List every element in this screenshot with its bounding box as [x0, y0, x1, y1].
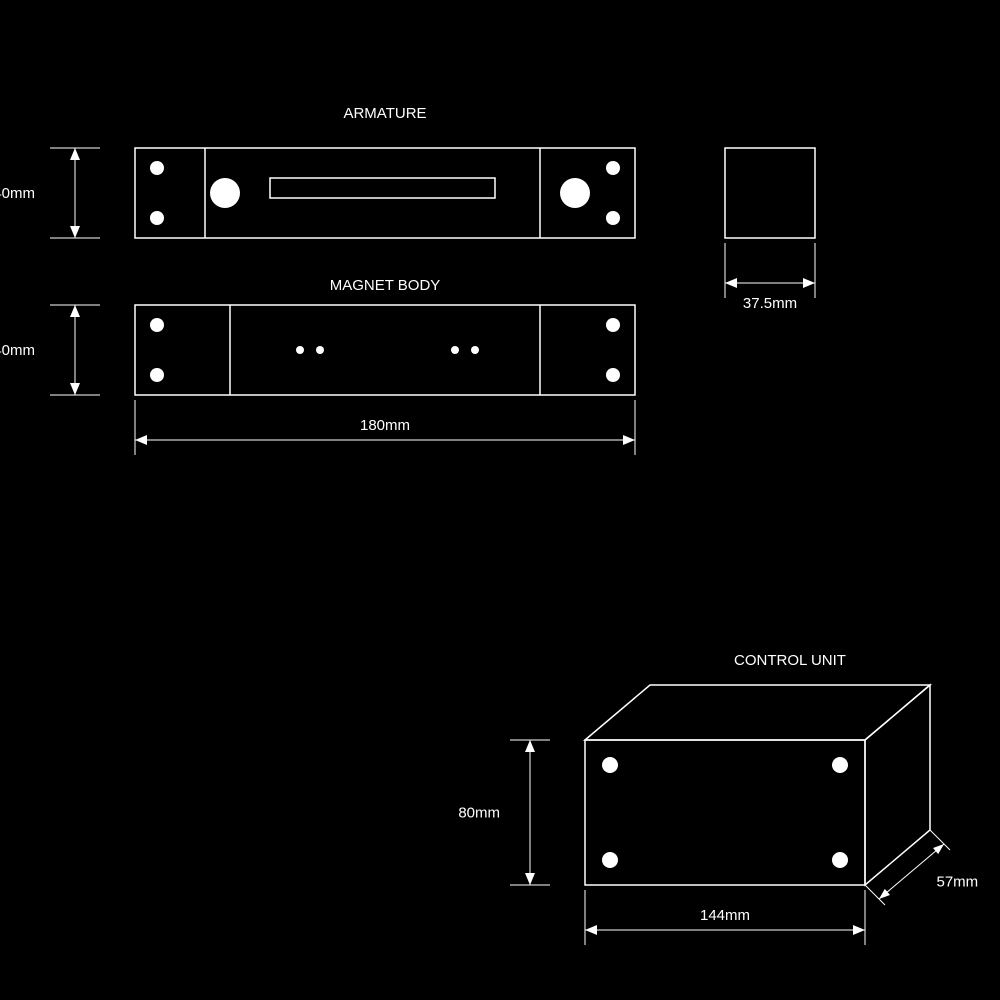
magnet-label: MAGNET BODY — [330, 277, 441, 294]
screw-hole — [606, 368, 620, 382]
screw-hole — [150, 318, 164, 332]
screw-hole — [150, 161, 164, 175]
pin-hole — [471, 346, 479, 354]
mounting-hole — [602, 757, 618, 773]
screw-hole — [606, 318, 620, 332]
control-depth-dim: 57mm — [937, 874, 979, 891]
control-height-dim: 80mm — [458, 805, 500, 822]
mounting-hole — [560, 178, 590, 208]
magnet-body — [135, 305, 635, 395]
magnet-width-dim: 180mm — [360, 417, 410, 434]
screw-hole — [150, 368, 164, 382]
armature-slot — [270, 178, 495, 198]
pin-hole — [296, 346, 304, 354]
control-unit-side — [865, 685, 930, 885]
mounting-hole — [210, 178, 240, 208]
control-unit-top — [585, 685, 930, 740]
mounting-hole — [832, 757, 848, 773]
technical-drawing: ARMATURE 40mm 37.5mm MAGNET BODY 40mm 180mm CO… — [0, 0, 1000, 1000]
control-unit-front — [585, 740, 865, 885]
mounting-hole — [832, 852, 848, 868]
pin-hole — [451, 346, 459, 354]
pin-hole — [316, 346, 324, 354]
screw-hole — [606, 161, 620, 175]
screw-hole — [606, 211, 620, 225]
mounting-hole — [602, 852, 618, 868]
magnet-height-dim: 40mm — [0, 342, 35, 359]
control-width-dim: 144mm — [700, 907, 750, 924]
side-profile — [725, 148, 815, 238]
side-width-dim: 37.5mm — [743, 295, 797, 312]
armature-height-dim: 40mm — [0, 185, 35, 202]
screw-hole — [150, 211, 164, 225]
armature-label: ARMATURE — [343, 105, 426, 122]
control-unit-label: CONTROL UNIT — [734, 652, 846, 669]
